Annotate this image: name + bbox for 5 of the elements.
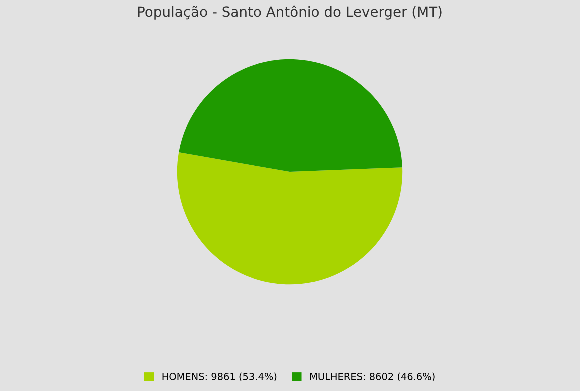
pie-slice — [179, 59, 403, 172]
chart-title: População - Santo Antônio do Leverger (MT) — [138, 6, 442, 20]
pie-slice — [177, 152, 403, 285]
legend-label: HOMENS: 9861 (53.4%) — [162, 372, 277, 382]
legend-label: MULHERES: 8602 (46.6%) — [310, 372, 435, 382]
